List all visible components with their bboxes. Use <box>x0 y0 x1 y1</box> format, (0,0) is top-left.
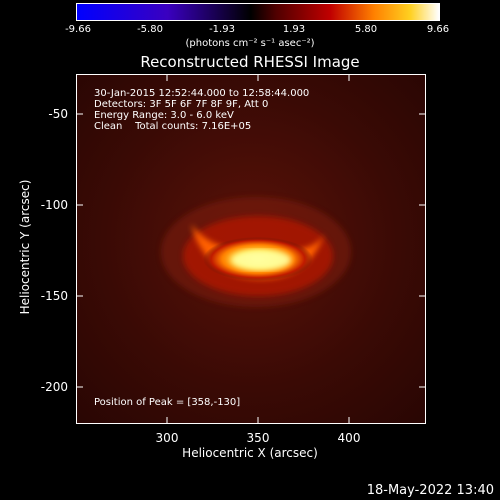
colorbar-tick: 5.80 <box>354 24 378 35</box>
colorbar-tick: -9.66 <box>65 24 91 35</box>
colorbar-tick: -1.93 <box>209 24 235 35</box>
colorbar-units: (photons cm⁻² s⁻¹ asec⁻²) <box>185 38 315 49</box>
date-stamp: 18-May-2022 13:40 <box>366 483 494 498</box>
rhessi-image <box>76 74 426 424</box>
info-clean-counts: Clean Total counts: 7.16E+05 <box>94 121 252 132</box>
info-time-range: 30-Jan-2015 12:52:44.000 to 12:58:44.000 <box>94 88 310 99</box>
x-tick-label: 300 <box>155 431 179 445</box>
rhessi-image-plot: 30-Jan-2015 12:52:44.000 to 12:58:44.000… <box>76 74 426 424</box>
axis-ticks <box>76 74 426 424</box>
y-axis-label: Heliocentric Y (arcsec) <box>18 179 32 315</box>
y-tick-label: -200 <box>40 380 68 394</box>
colorbar-tick: 9.66 <box>426 24 450 35</box>
x-tick-label: 350 <box>246 431 270 445</box>
info-detectors: Detectors: 3F 5F 6F 7F 8F 9F, Att 0 <box>94 99 269 110</box>
y-tick-label: -150 <box>40 289 68 303</box>
colorbar-tick: 1.93 <box>282 24 306 35</box>
colorbar <box>76 3 440 21</box>
y-tick-label: -100 <box>40 198 68 212</box>
image-title: Reconstructed RHESSI Image <box>140 53 360 71</box>
colorbar-gradient <box>77 4 439 20</box>
colorbar-tick: -5.80 <box>137 24 163 35</box>
x-tick-label: 400 <box>337 431 361 445</box>
y-tick-label: -50 <box>48 107 68 121</box>
peak-position: Position of Peak = [358,-130] <box>94 397 241 408</box>
x-axis-label: Heliocentric X (arcsec) <box>182 446 318 460</box>
plot-frame <box>76 74 426 424</box>
info-energy-range: Energy Range: 3.0 - 6.0 keV <box>94 110 234 121</box>
